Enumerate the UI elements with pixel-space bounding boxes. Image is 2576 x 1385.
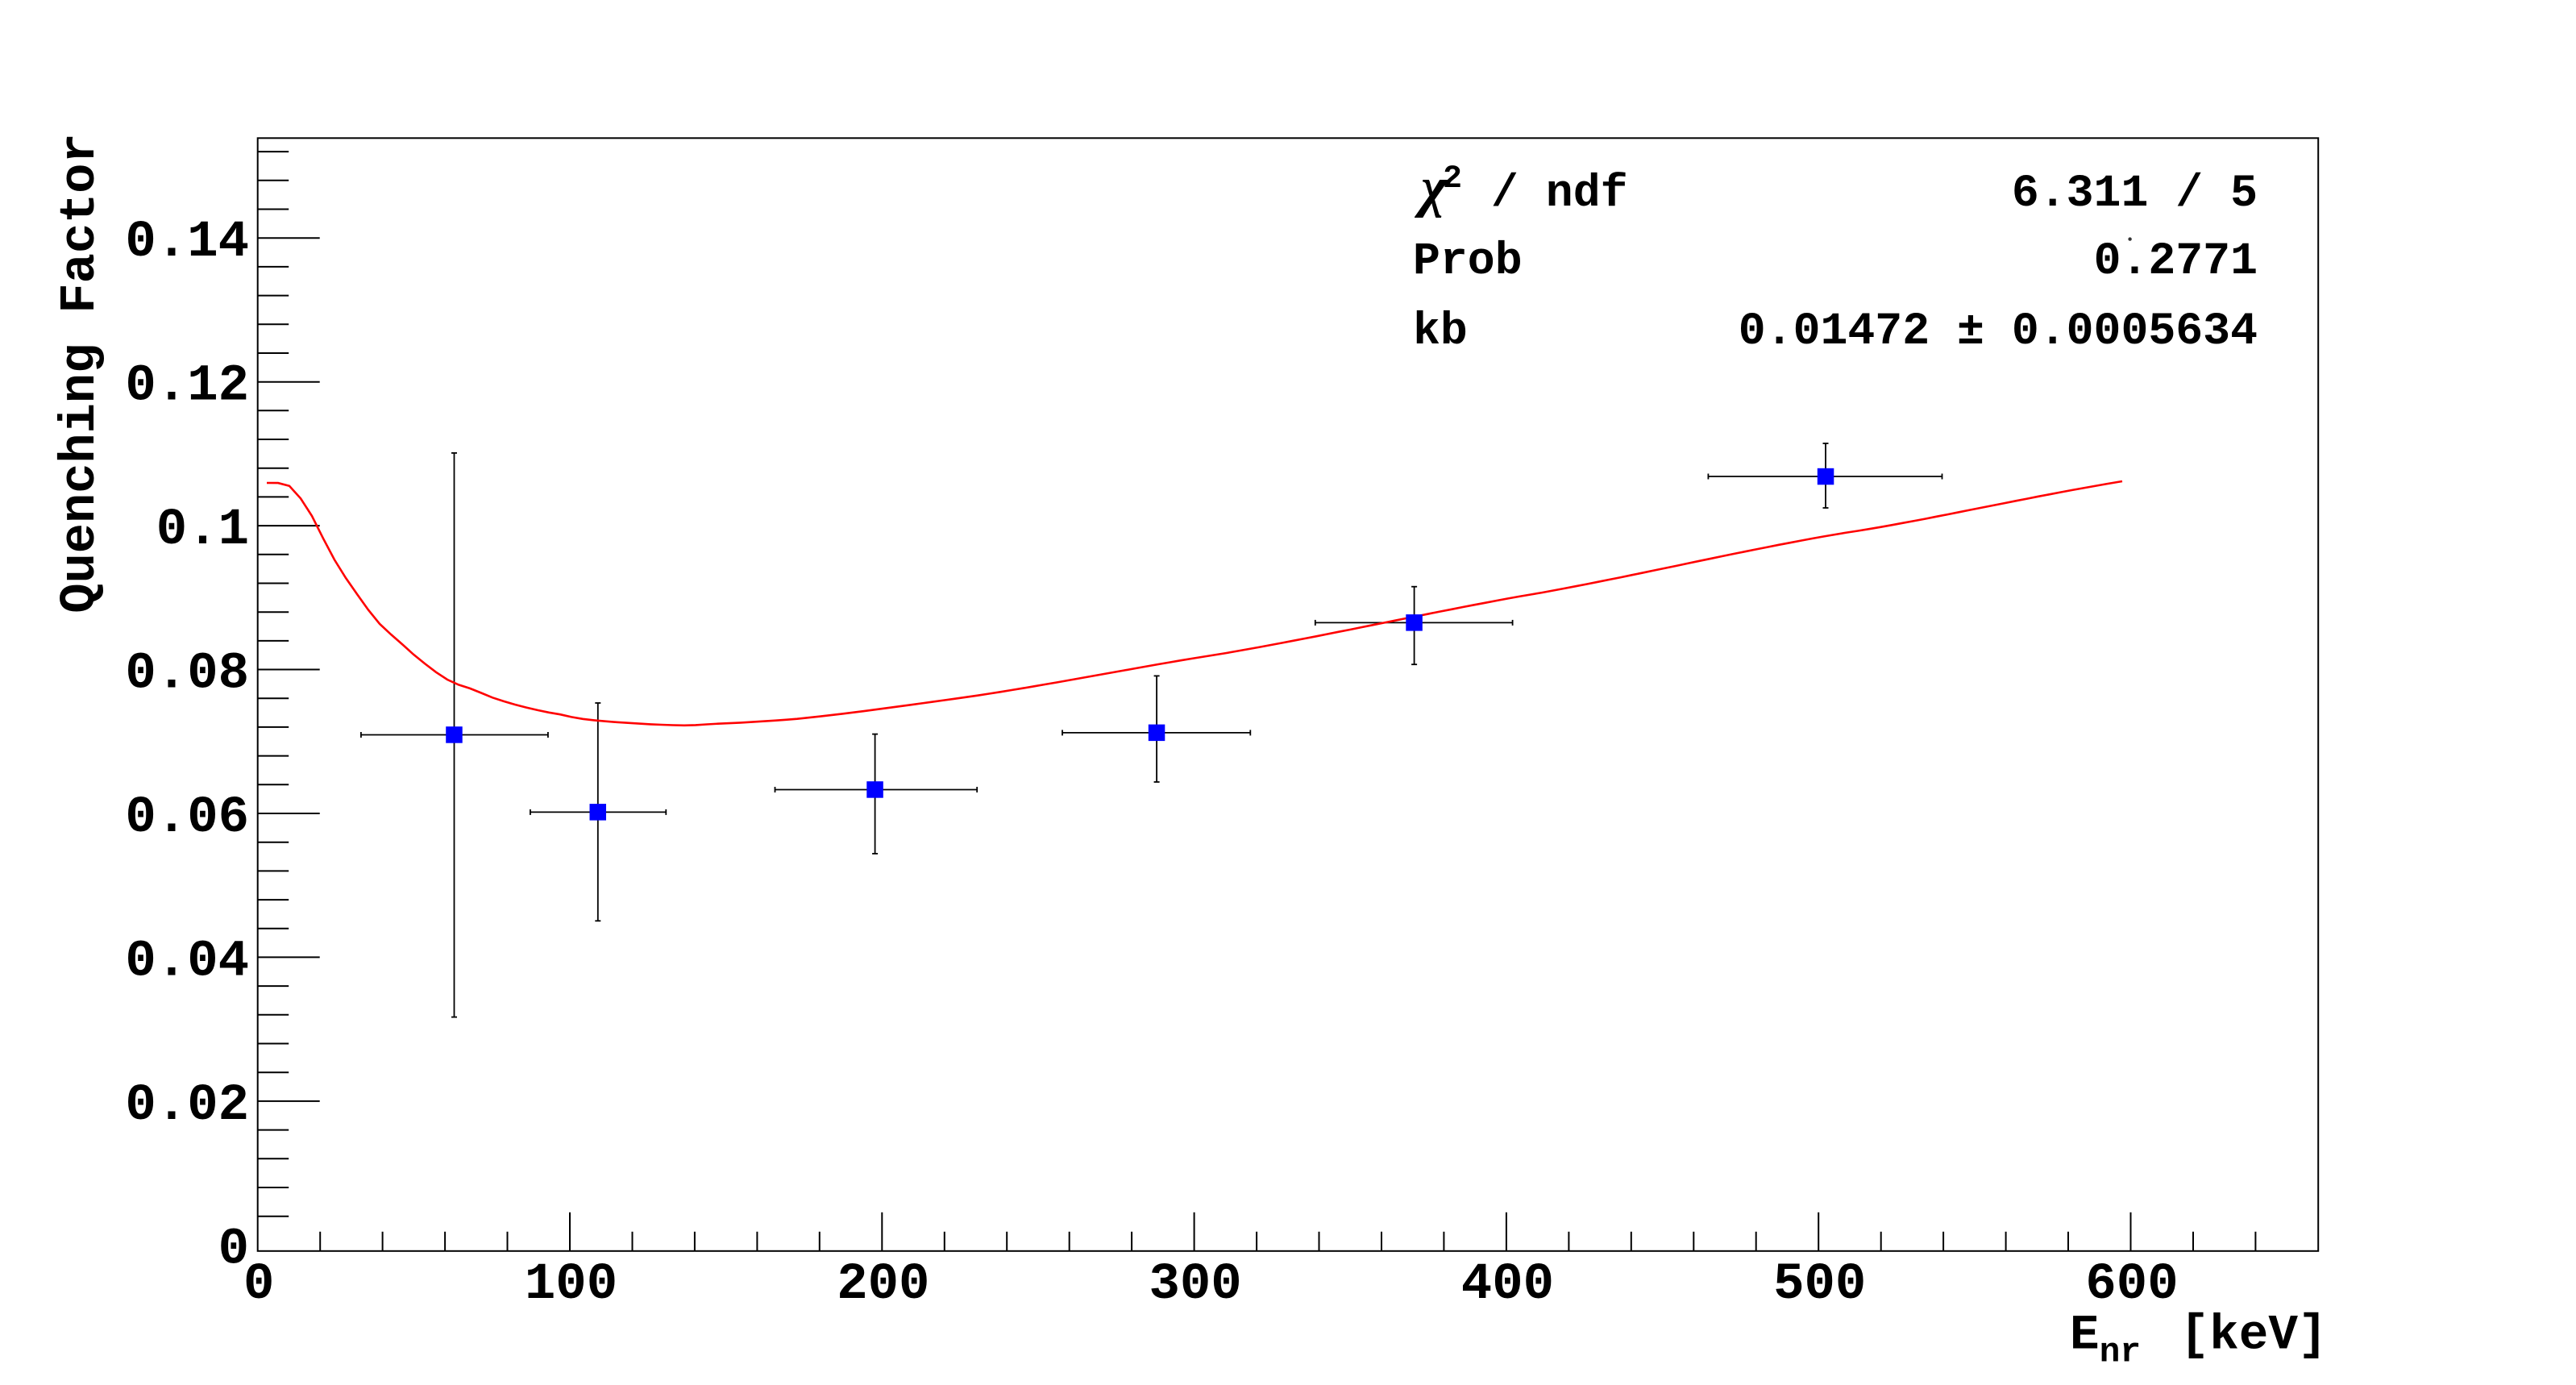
svg-text:0.08: 0.08 — [125, 646, 249, 704]
svg-text:kb: kb — [1413, 306, 1468, 357]
svg-text:100: 100 — [525, 1256, 617, 1314]
svg-text:0.06: 0.06 — [125, 789, 249, 847]
svg-text:[keV]: [keV] — [2180, 1308, 2328, 1364]
svg-text:200: 200 — [837, 1256, 929, 1314]
svg-text:0: 0 — [243, 1256, 274, 1314]
svg-text:0.2771: 0.2771 — [2094, 235, 2258, 287]
svg-text:0: 0 — [218, 1221, 249, 1279]
svg-text:600: 600 — [2085, 1256, 2178, 1314]
svg-text:0.12: 0.12 — [125, 358, 249, 416]
svg-text:300: 300 — [1149, 1256, 1241, 1314]
svg-text:0.14: 0.14 — [125, 214, 249, 272]
svg-text:Prob: Prob — [1413, 235, 1523, 287]
svg-text:0.01472 ± 0.0005634: 0.01472 ± 0.0005634 — [1739, 306, 2258, 357]
svg-text:0.1: 0.1 — [156, 501, 249, 559]
svg-text:/ ndf: / ndf — [1491, 168, 1628, 219]
svg-text:0.04: 0.04 — [125, 933, 249, 991]
svg-text:6.311 / 5: 6.311 / 5 — [2012, 168, 2258, 219]
svg-text:400: 400 — [1461, 1256, 1554, 1314]
svg-text:0.02: 0.02 — [125, 1077, 249, 1135]
svg-text:500: 500 — [1773, 1256, 1866, 1314]
svg-text:Quenching Factor: Quenching Factor — [52, 133, 109, 613]
svg-text:2: 2 — [1443, 161, 1462, 198]
